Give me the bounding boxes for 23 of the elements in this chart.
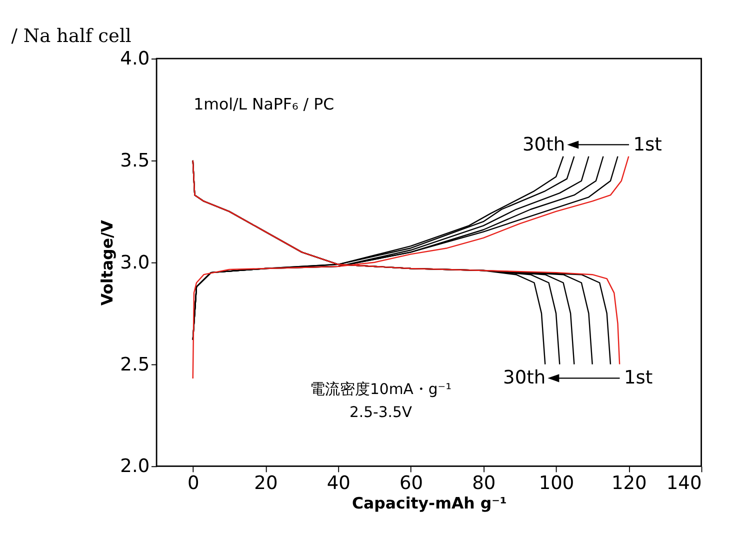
annotation: 1st — [633, 134, 662, 156]
annotation: 1st — [624, 368, 653, 389]
y-tick-label: 2.5 — [120, 354, 150, 376]
annotation: 30th — [503, 368, 546, 389]
x-tick-label: 140 — [666, 472, 702, 494]
x-tick-label: 0 — [187, 472, 200, 494]
y-tick-label: 3.0 — [120, 252, 150, 274]
x-tick-label: 60 — [399, 472, 424, 494]
annotation: 1mol/L NaPF₆ / PC — [194, 94, 334, 114]
y-tick-label: 2.0 — [120, 456, 150, 478]
x-tick-label: 80 — [472, 472, 496, 494]
y-tick-label: 4.0 — [120, 48, 150, 70]
y-axis-title: Voltage/V — [98, 219, 117, 306]
x-tick-label: 40 — [326, 472, 350, 494]
chart-title: / Na half cell — [11, 26, 132, 47]
x-tick-label: 20 — [254, 472, 278, 494]
x-tick-label: 100 — [538, 472, 574, 494]
y-tick-label: 3.5 — [120, 150, 150, 172]
annotation: 電流密度10mA・g⁻¹ — [310, 380, 452, 398]
annotation: 2.5-3.5V — [349, 404, 413, 422]
x-axis-title: Capacity-mAh g⁻¹ — [352, 493, 507, 512]
annotation: 30th — [522, 134, 566, 156]
x-tick-label: 120 — [611, 472, 647, 494]
